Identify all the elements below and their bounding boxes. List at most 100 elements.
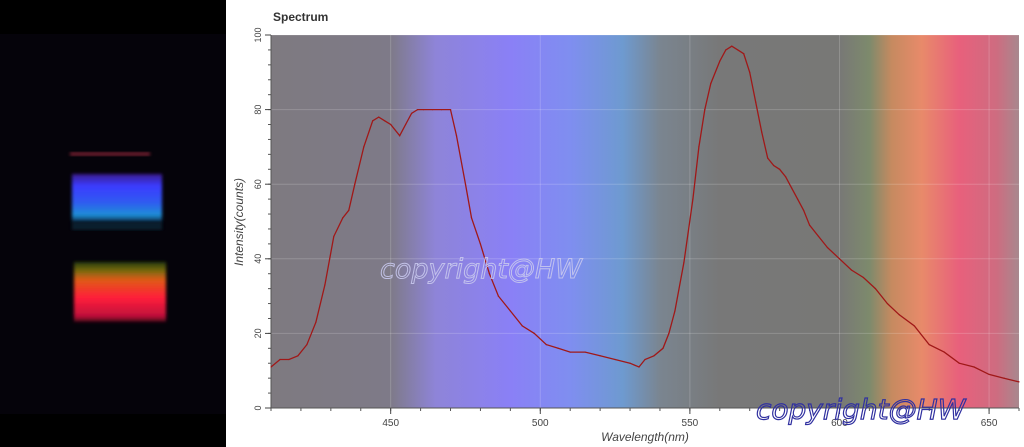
x-axis-ticks: 450 500 550 600 650	[270, 408, 1020, 429]
spectrum-photo-graphic	[70, 152, 166, 322]
photo-blue-band	[72, 174, 162, 222]
data-point	[629, 362, 631, 364]
data-point	[464, 183, 467, 185]
data-point	[315, 321, 317, 323]
data-point	[755, 101, 757, 103]
data-point	[342, 217, 344, 219]
data-point	[324, 284, 326, 286]
data-point	[674, 310, 676, 312]
plot-background	[271, 35, 1019, 408]
data-point	[644, 358, 646, 361]
photo-cyan-fade	[72, 222, 162, 230]
data-point	[405, 123, 407, 126]
data-point	[862, 276, 865, 279]
data-point	[725, 49, 727, 51]
x-tick-label: 650	[981, 418, 998, 429]
y-tick-label: 80	[253, 105, 263, 115]
data-point	[288, 358, 290, 361]
data-point	[802, 209, 805, 211]
data-point	[306, 343, 308, 346]
data-point	[363, 146, 365, 148]
data-point	[1018, 381, 1020, 383]
data-point	[584, 351, 586, 353]
data-point	[850, 269, 853, 271]
data-point	[826, 247, 829, 249]
data-point	[470, 217, 473, 219]
data-point	[761, 131, 763, 133]
x-axis-label: Wavelength(nm)	[601, 430, 689, 444]
data-point	[791, 187, 793, 189]
data-point	[333, 235, 335, 238]
watermark-center: copyright@HW	[380, 254, 583, 285]
y-tick-label: 20	[253, 328, 263, 338]
data-point	[743, 53, 745, 55]
data-point	[886, 302, 888, 305]
data-point	[497, 295, 499, 297]
data-point	[378, 116, 380, 118]
data-point	[898, 314, 900, 316]
data-point	[737, 49, 739, 51]
data-point	[509, 310, 511, 312]
data-point	[958, 362, 960, 364]
data-point	[521, 325, 523, 327]
chart-title: Spectrum	[273, 10, 329, 24]
data-point	[943, 351, 945, 353]
y-axis-ticks: 0 20 40 60 80 100	[253, 27, 271, 411]
data-point	[808, 224, 811, 226]
data-point	[817, 235, 820, 238]
left-photo-panel	[0, 0, 226, 447]
data-point	[488, 273, 491, 275]
data-point	[411, 112, 413, 114]
data-point	[431, 109, 434, 111]
data-point	[662, 347, 664, 349]
grid-lines	[271, 34, 1019, 409]
data-point	[796, 198, 799, 200]
data-point	[599, 355, 601, 357]
data-point	[767, 157, 769, 159]
data-point	[913, 325, 915, 327]
spectrum-chart: 450 500 550 600 650 0 20 40 60 80 100 Wavelength(…	[232, 27, 1020, 444]
data-point	[1003, 377, 1005, 379]
y-tick-label: 0	[253, 405, 263, 410]
data-point	[422, 109, 425, 111]
data-point	[372, 120, 374, 122]
data-point	[719, 60, 721, 62]
data-point	[449, 109, 452, 111]
data-point	[533, 332, 535, 334]
data-point	[270, 366, 272, 368]
data-point	[928, 343, 930, 346]
data-point	[779, 168, 781, 170]
data-point	[348, 209, 350, 211]
y-axis-label: Intensity(counts)	[232, 178, 246, 266]
data-point	[390, 123, 392, 126]
data-point	[683, 261, 685, 264]
y-tick-label: 40	[253, 254, 263, 264]
x-tick-label: 600	[831, 418, 848, 429]
data-point	[874, 288, 876, 290]
data-point	[838, 258, 841, 260]
data-point	[668, 332, 670, 334]
x-tick-label: 550	[682, 418, 699, 429]
data-point	[731, 45, 733, 47]
data-point	[384, 120, 386, 122]
photo-red-band	[74, 262, 166, 322]
data-point	[417, 109, 419, 111]
axes	[270, 35, 1019, 409]
data-point	[973, 366, 975, 368]
data-point	[704, 109, 706, 111]
data-point	[545, 343, 547, 346]
data-point	[455, 135, 458, 137]
data-point	[638, 366, 640, 368]
x-tick-label: 450	[382, 418, 399, 429]
y-tick-label: 60	[253, 179, 263, 189]
series-points	[270, 45, 1020, 383]
data-point	[569, 351, 571, 353]
data-point	[279, 358, 281, 361]
data-point	[557, 347, 559, 349]
data-point	[399, 135, 401, 137]
data-point	[614, 358, 616, 361]
data-point	[653, 355, 655, 357]
data-point	[710, 82, 712, 85]
data-point	[479, 243, 482, 245]
y-tick-label: 100	[253, 27, 263, 42]
